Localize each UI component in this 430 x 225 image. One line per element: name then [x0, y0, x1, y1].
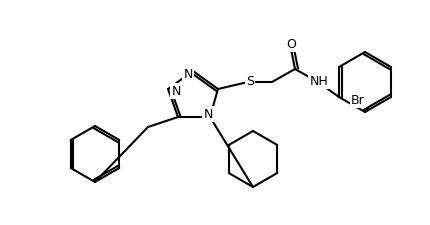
Text: NH: NH: [310, 75, 329, 88]
Text: N: N: [183, 68, 193, 81]
Text: N: N: [171, 85, 181, 98]
Text: Br: Br: [351, 94, 365, 107]
Text: N: N: [203, 108, 213, 121]
Text: O: O: [286, 38, 296, 51]
Text: S: S: [246, 75, 254, 88]
